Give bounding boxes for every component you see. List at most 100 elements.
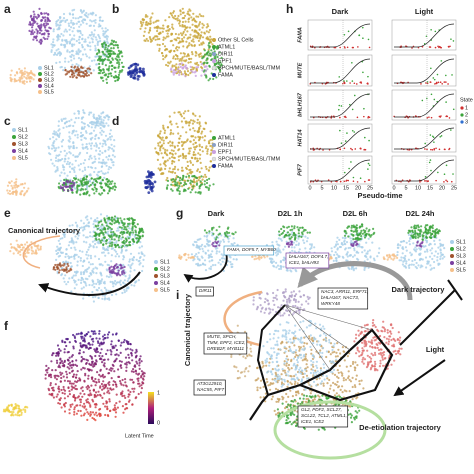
cell-point <box>398 259 401 262</box>
cell-point <box>401 246 404 249</box>
cell-point <box>409 251 412 254</box>
cell-point <box>65 162 68 166</box>
cell-point <box>353 240 357 244</box>
cell-point <box>84 168 87 171</box>
cell-point <box>49 153 52 156</box>
cell-point <box>75 373 78 376</box>
cell-point <box>106 249 110 252</box>
cell-point <box>191 112 195 115</box>
cell-point <box>103 333 106 336</box>
cell-point <box>173 38 176 41</box>
cell-point <box>195 35 198 38</box>
label: h <box>286 2 293 16</box>
cell-point <box>116 219 119 222</box>
cell-point <box>118 58 121 61</box>
cell-point <box>77 178 80 181</box>
cell-point <box>58 398 61 401</box>
cell-point <box>97 40 100 43</box>
cell-point <box>103 247 106 250</box>
cell-point <box>194 114 197 117</box>
cell-point <box>60 140 63 143</box>
cell-point <box>121 405 124 408</box>
cell-point <box>74 274 77 277</box>
cell-point <box>220 63 223 66</box>
cell-point <box>53 44 56 47</box>
cell-point <box>113 182 116 185</box>
cell-point <box>363 268 366 271</box>
cell-point <box>114 381 117 384</box>
cell-point <box>60 406 63 409</box>
cell-point <box>99 193 102 196</box>
cell-point <box>44 16 47 19</box>
cell-point <box>121 272 124 276</box>
label: ATML1 <box>218 44 235 50</box>
cell-point <box>194 156 197 159</box>
cell-point <box>405 260 408 263</box>
cell-point <box>76 136 79 139</box>
cell-point <box>114 70 117 73</box>
cell-point <box>208 29 211 32</box>
cell-point <box>65 267 68 271</box>
cell-point <box>118 234 121 238</box>
cell-point <box>124 381 127 384</box>
cell-point <box>23 194 26 197</box>
cell-point <box>138 263 141 266</box>
cell-point <box>90 31 93 34</box>
cell-point <box>194 141 197 144</box>
cell-point <box>83 183 86 186</box>
cell-point <box>174 171 177 175</box>
legend-swatch <box>212 136 216 140</box>
cell-point <box>52 136 55 139</box>
cell-point <box>440 253 443 256</box>
cell-point <box>348 254 351 257</box>
cell-point <box>59 373 63 376</box>
cell-point <box>195 20 198 23</box>
cell-point <box>92 388 95 391</box>
cell-point <box>334 244 337 247</box>
cell-point <box>193 148 197 151</box>
cell-point <box>218 68 221 71</box>
cell-point <box>127 237 130 240</box>
cell-point <box>147 31 150 34</box>
cell-point <box>134 370 137 373</box>
cell-point <box>121 65 124 68</box>
cell-point <box>415 267 418 270</box>
cell-point <box>372 227 375 230</box>
cell-point <box>187 36 190 39</box>
cell-point <box>53 374 56 377</box>
cell-point <box>85 358 88 361</box>
cell-point <box>140 384 143 387</box>
cell-point <box>103 219 106 222</box>
cell-point <box>87 374 90 377</box>
label: SL5 <box>160 287 170 293</box>
cell-point <box>105 34 108 38</box>
cell-point <box>70 19 73 22</box>
cell-point <box>74 17 77 20</box>
cell-point <box>175 176 178 179</box>
cell-point <box>15 178 18 181</box>
cell-point <box>415 261 418 265</box>
cell-point <box>103 176 106 179</box>
cell-point <box>120 50 123 53</box>
cell-point <box>309 247 312 251</box>
cell-point <box>47 35 50 38</box>
cell-point <box>128 260 131 263</box>
legend-swatch <box>12 156 16 160</box>
cell-point <box>193 146 196 149</box>
cell-point <box>139 255 142 259</box>
cell-point <box>215 76 218 79</box>
cell-point <box>424 226 427 229</box>
cell-point <box>198 28 201 31</box>
cell-point <box>182 176 185 179</box>
cell-point <box>28 71 31 75</box>
cell-point <box>58 35 62 38</box>
cell-point <box>82 188 85 191</box>
cell-point <box>200 31 203 34</box>
cell-point <box>80 183 84 186</box>
cell-point <box>127 73 130 76</box>
cell-point <box>169 144 172 147</box>
cell-point <box>68 408 71 411</box>
cell-point <box>67 244 70 247</box>
cell-point <box>83 379 86 382</box>
cell-point <box>408 229 411 232</box>
